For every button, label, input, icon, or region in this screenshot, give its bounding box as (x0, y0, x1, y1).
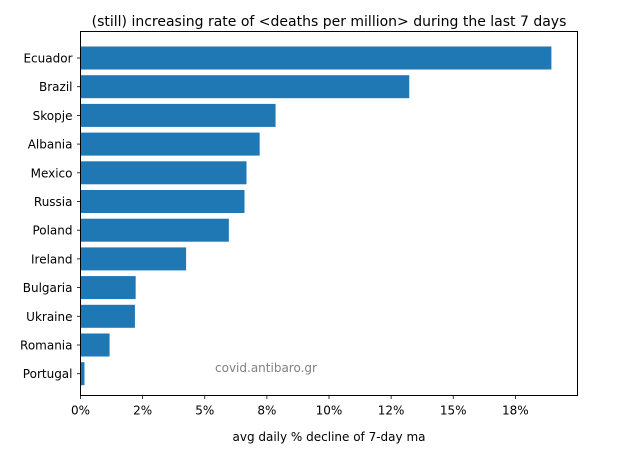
x-tick-label: 10% (316, 404, 343, 418)
bar-brazil (80, 75, 410, 99)
bar-romania (80, 333, 110, 357)
y-tick-label: Albania (28, 138, 73, 152)
x-tick-label: 18% (502, 404, 529, 418)
y-tick-label: Skopje (33, 109, 73, 123)
x-tick-label: 15% (440, 404, 467, 418)
bar-russia (80, 190, 245, 213)
y-tick-label: Ukraine (26, 310, 72, 324)
x-tick-label: 2% (133, 404, 152, 418)
y-tick-label: Poland (32, 224, 72, 238)
x-tick-label: 8% (257, 404, 276, 418)
bar-ireland (80, 247, 187, 271)
bar-ukraine (80, 304, 135, 328)
y-tick-label: Brazil (39, 80, 73, 94)
x-tick-label: 0% (71, 404, 90, 418)
chart-title: (still) increasing rate of <deaths per m… (92, 14, 567, 30)
plot-frame (80, 31, 578, 396)
bar-portugal (80, 362, 85, 386)
bar-mexico (80, 161, 247, 185)
bar-skopje (80, 103, 276, 127)
x-tick-label: 12% (378, 404, 405, 418)
y-tick-label: Mexico (31, 166, 73, 180)
y-tick-label: Romania (20, 339, 72, 353)
bar-poland (80, 218, 229, 242)
x-ticks: 0% 2% 5% 8% 10% 12% 15% 18% (71, 395, 529, 418)
y-tick-label: Ecuador (23, 52, 72, 66)
bar-bulgaria (80, 276, 136, 300)
y-tick-label: Bulgaria (23, 281, 73, 295)
x-tick-label: 5% (195, 404, 214, 418)
bars-group (80, 46, 552, 386)
x-axis-label: avg daily % decline of 7-day ma (232, 430, 425, 444)
y-tick-label: Russia (34, 195, 73, 209)
bar-ecuador (80, 46, 552, 70)
y-tick-labels: Ecuador Brazil Skopje Albania Mexico Russia Po… (20, 52, 81, 381)
y-tick-label: Ireland (31, 252, 73, 266)
watermark: covid.antibaro.gr (215, 361, 317, 375)
y-tick-label: Portugal (23, 367, 73, 381)
bar-albania (80, 132, 260, 156)
